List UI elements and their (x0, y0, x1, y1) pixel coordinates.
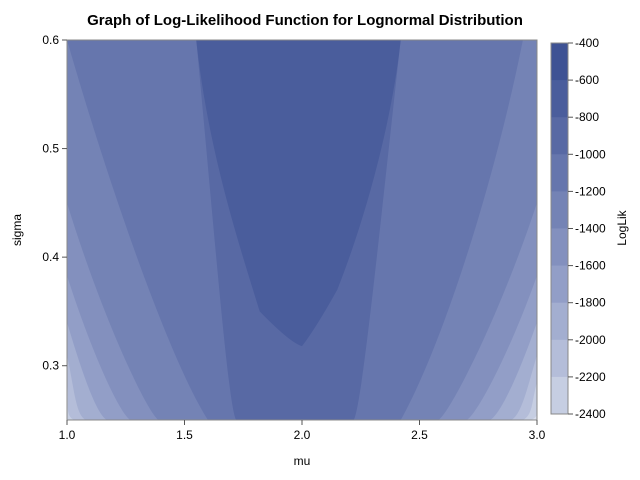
y-tick-label: 0.4 (42, 250, 59, 264)
legend-label: -600 (575, 73, 599, 87)
legend-label: -1400 (575, 222, 606, 236)
x-axis-label: mu (294, 454, 311, 468)
y-axis: 0.3 0.4 0.5 0.6 (42, 33, 67, 373)
x-tick-label: 2.5 (411, 428, 428, 442)
legend-label: -400 (575, 36, 599, 50)
legend-swatch (551, 154, 568, 192)
legend-swatch (551, 339, 568, 378)
chart-title: Graph of Log-Likelihood Function for Log… (87, 12, 523, 29)
x-axis: 1.0 1.5 2.0 2.5 3.0 (59, 420, 546, 442)
y-axis-label: sigma (10, 214, 24, 246)
legend-label: -1600 (575, 259, 606, 273)
legend-label: -2000 (575, 333, 606, 347)
legend-label: -1800 (575, 296, 606, 310)
legend-swatch (551, 228, 568, 267)
legend-title: LogLik (615, 209, 629, 245)
y-tick-label: 0.6 (42, 33, 59, 47)
y-tick-label: 0.3 (42, 359, 59, 373)
plot-area (66, 39, 538, 421)
contour-band (196, 40, 401, 347)
y-tick-label: 0.5 (42, 142, 59, 156)
legend-label: -1200 (575, 184, 606, 198)
x-tick-label: 2.0 (294, 428, 311, 442)
legend-label: -2400 (575, 407, 606, 421)
color-legend: -400 -600 -800 -1000 -1200 -1400 -1600 -1800 -20… (550, 36, 606, 421)
legend-label: -2200 (575, 370, 606, 384)
legend-swatch (551, 117, 568, 155)
legend-label: -800 (575, 110, 599, 124)
legend-swatch (551, 376, 568, 415)
x-tick-label: 1.0 (59, 428, 76, 442)
x-tick-label: 3.0 (529, 428, 546, 442)
legend-swatch (551, 302, 568, 341)
legend-swatch (551, 80, 568, 118)
legend-swatch (551, 191, 568, 229)
legend-swatch (551, 43, 568, 81)
legend-label: -1000 (575, 147, 606, 161)
x-tick-label: 1.5 (176, 428, 193, 442)
legend-swatch (551, 265, 568, 304)
